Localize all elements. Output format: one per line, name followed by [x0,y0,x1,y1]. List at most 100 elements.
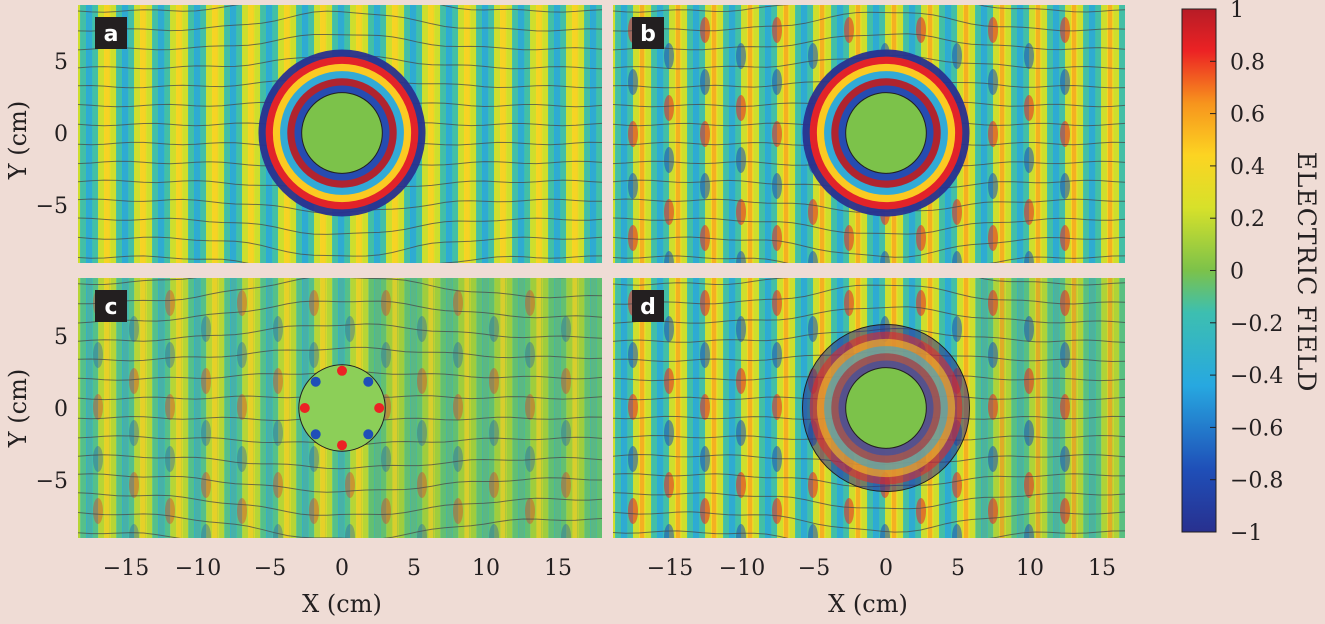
field-hotspot [700,173,710,199]
field-hotspot [1024,43,1034,69]
colorbar-tick-label: −0.2 [1230,312,1283,337]
field-hotspot [736,251,746,263]
field-peak [429,278,433,538]
field-stripe [1119,278,1125,538]
field-stripe [741,278,748,538]
field-stripe [1137,268,1144,548]
field-stripe [110,5,117,263]
field-hotspot [700,290,710,316]
field-stripe [981,278,988,538]
field-hotspot [988,290,998,316]
field-stripe [152,278,159,538]
field-peak [1000,278,1004,538]
field-stripe [518,278,525,538]
field-hotspot [165,446,175,472]
field-stripe [1131,0,1138,273]
field-stripe [1089,278,1096,538]
field-hotspot [201,472,211,498]
field-stripe [518,5,525,263]
field-stripe [224,5,231,263]
field-hotspot [628,173,638,199]
field-stripe [78,278,81,538]
field-hotspot [1024,524,1034,538]
field-stripe [1077,278,1084,538]
field-stripe [512,5,519,263]
field-stripe [969,5,976,263]
field-peak [573,278,577,538]
field-stripe [693,5,700,263]
field-stripe [254,278,261,538]
field-stripe [182,278,189,538]
field-hotspot [93,498,103,524]
field-stripe [1131,268,1138,548]
field-stripe [1125,268,1132,548]
field-stripe [981,5,988,263]
field-hotspot [628,69,638,95]
field-hotspot [417,524,427,538]
field-stripe [200,5,207,263]
field-stripe [218,278,225,538]
field-stripe [170,278,177,538]
field-hotspot [772,17,782,43]
field-hotspot [1024,95,1034,121]
scatterer-mode [310,429,321,440]
field-hotspot [664,472,674,498]
field-stripe [1095,5,1102,263]
field-peak [784,5,788,263]
field-stripe [218,5,225,263]
field-peak [604,268,608,548]
panel-a-label: a [104,22,119,47]
field-stripe [92,5,99,263]
field-line [613,255,1125,263]
field-stripe [410,278,417,538]
field-stripe [795,5,802,263]
panel-a: a [68,0,602,273]
field-hotspot [309,290,319,316]
y-axis-ticks: 5 0 −5 5 0 −5 [36,50,68,494]
field-stripe [272,278,279,538]
panel-c-label: c [104,295,117,320]
field-stripe [494,5,501,263]
field-hotspot [525,498,535,524]
field-line [78,323,602,342]
field-stripe [488,5,495,263]
field-hotspot [700,69,710,95]
field-hotspot [1060,121,1070,147]
field-hotspot [201,420,211,446]
field-hotspot [1024,147,1034,173]
panel-c: c [78,278,602,538]
field-stripe [663,5,670,263]
field-hotspot [808,251,818,263]
field-stripe [68,0,75,273]
field-peak [501,5,505,263]
scatterer-mode [337,440,347,451]
field-stripe [164,5,171,263]
field-stripe [116,278,123,538]
field-hotspot [736,472,746,498]
field-hotspot [772,498,782,524]
field-hotspot [664,368,674,394]
field-stripe [735,5,742,263]
field-hotspot [273,368,283,394]
field-hotspot [952,199,962,225]
field-stripe [446,5,453,263]
field-peak [177,278,181,538]
field-line [613,236,1125,258]
panel-d: d [604,268,1144,548]
field-stripe [613,278,616,538]
field-stripe [458,5,465,263]
field-stripe [717,5,724,263]
field-peak [105,278,109,538]
field-hotspot [916,225,926,251]
field-line [613,511,1125,533]
field-hotspot [525,290,535,316]
scatterer [298,364,386,452]
field-hotspot [736,147,746,173]
field-hotspot [453,342,463,368]
field-hotspot [844,225,854,251]
field-stripe [663,278,670,538]
field-hotspot [916,290,926,316]
field-peak [69,0,73,273]
field-hotspot [1024,368,1034,394]
x-tick-label: 10 [1016,556,1044,581]
